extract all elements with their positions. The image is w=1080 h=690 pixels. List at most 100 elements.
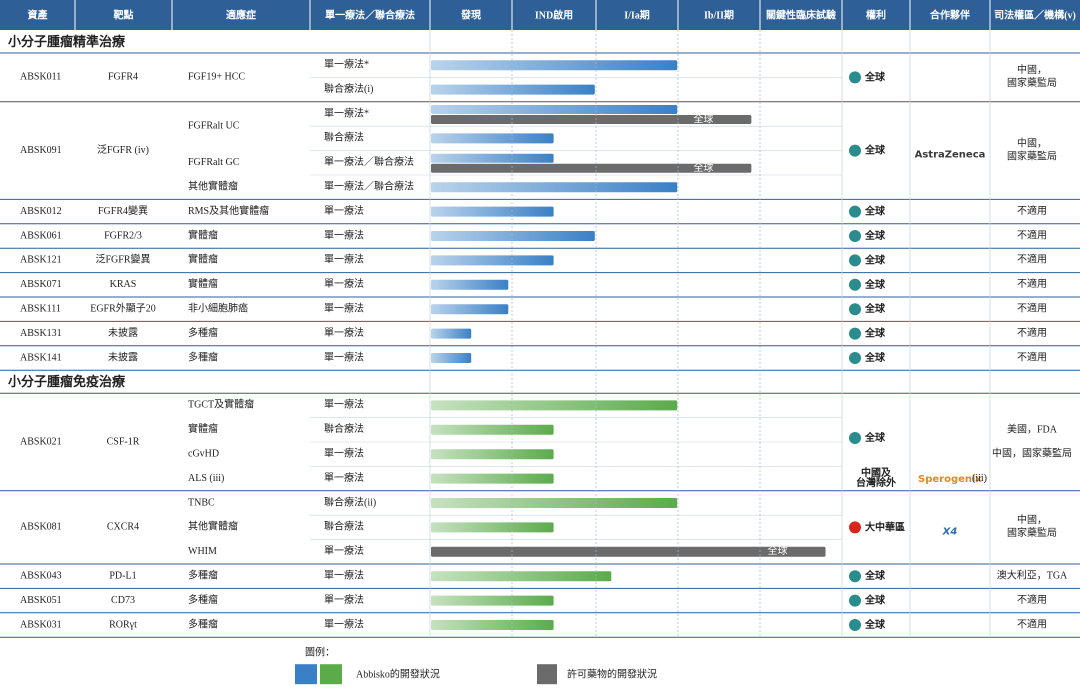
rights-text: 全球	[864, 569, 886, 582]
jurisdiction: 不適用	[1017, 228, 1047, 241]
rights-text: 全球	[864, 144, 886, 157]
indication: TGCT及實體瘤	[188, 398, 254, 411]
indication: 非小細胞肺癌	[188, 301, 248, 314]
header-label: 權利	[866, 8, 886, 21]
jurisdiction: 澳大利亞，TGA	[997, 568, 1068, 581]
indication: 實體瘤	[188, 228, 218, 241]
rights-icon	[849, 594, 861, 607]
therapy: 單一療法	[324, 253, 364, 266]
therapy: 聯合療法	[324, 422, 364, 435]
rights-icon	[849, 254, 861, 267]
therapy: 聯合療法(ii)	[324, 495, 376, 508]
indication: FGFRalt GC	[188, 157, 240, 168]
asset-name: ABSK081	[20, 522, 62, 533]
rights-icon	[849, 303, 861, 316]
jurisdiction: 國家藥監局	[1007, 149, 1057, 162]
header-label: IND啟用	[535, 8, 573, 21]
rights-note: 台灣除外	[856, 476, 896, 489]
therapy: 單一療法	[324, 277, 364, 290]
header-label: 適應症	[226, 8, 256, 21]
legend-swatch	[295, 664, 317, 685]
indication: 實體瘤	[188, 253, 218, 266]
rights-text: 全球	[864, 327, 886, 340]
asset-name: ABSK061	[20, 230, 62, 241]
header-label: Ib/II期	[704, 8, 734, 21]
rights-icon	[849, 432, 861, 444]
indication: FGFRalt UC	[188, 120, 240, 131]
rights-icon	[849, 521, 861, 534]
header-label: I/Ia期	[624, 8, 650, 21]
rights-icon	[849, 327, 861, 340]
jurisdiction: 國家藥監局	[1007, 526, 1057, 539]
header-label: 資產	[28, 8, 48, 21]
progress-bar	[431, 84, 595, 95]
target-name: PD-L1	[109, 570, 136, 581]
asset-name: ABSK111	[20, 303, 61, 314]
indication: 多種瘤	[188, 350, 218, 363]
indication: 實體瘤	[188, 277, 218, 290]
progress-bar	[431, 473, 554, 484]
rights-text: 全球	[864, 302, 886, 315]
indication: FGF19+ HCC	[188, 72, 245, 83]
target-name: 泛FGFR (iv)	[97, 144, 149, 156]
indication: TNBC	[188, 497, 215, 508]
progress-bar	[431, 400, 678, 411]
indication: WHIM	[188, 546, 217, 557]
asset-name: ABSK011	[20, 72, 61, 83]
rights-icon	[849, 619, 861, 631]
jurisdiction: 美國，FDA	[1007, 422, 1058, 435]
progress-bar	[431, 424, 554, 435]
progress-bar	[431, 353, 472, 363]
licensed-label: 全球	[693, 161, 713, 174]
legend-swatch	[320, 664, 342, 685]
rights-text: 全球	[864, 205, 886, 218]
rights-text: 全球	[864, 229, 886, 242]
partner-logo: AstraZeneca	[915, 150, 986, 161]
progress-bar	[431, 571, 612, 582]
header-label: 靶點	[114, 8, 134, 21]
jurisdiction: 中國，	[1017, 63, 1047, 76]
therapy: 單一療法	[324, 350, 364, 363]
rights-icon	[849, 352, 861, 364]
progress-bar	[431, 620, 554, 630]
licensed-bar	[431, 163, 752, 173]
rights-text: 全球	[864, 253, 886, 266]
header-label: 發現	[460, 8, 481, 21]
asset-name: ABSK141	[20, 352, 62, 363]
rights-text: 全球	[864, 278, 886, 291]
jurisdiction: 不適用	[1017, 301, 1047, 314]
progress-bar	[431, 328, 472, 339]
indication: RMS及其他實體瘤	[188, 204, 269, 217]
progress-bar	[431, 255, 554, 266]
progress-bar	[431, 206, 554, 217]
rights-icon	[849, 278, 861, 291]
target-name: FGFR2/3	[104, 230, 142, 241]
therapy: 單一療法	[324, 326, 364, 339]
therapy: 單一療法	[324, 471, 364, 484]
target-name: CSF-1R	[107, 436, 140, 447]
legend-abbisko: Abbisko的開發狀況	[356, 667, 440, 680]
asset-name: ABSK051	[20, 595, 62, 606]
therapy: 單一療法／聯合療法	[324, 179, 414, 192]
jurisdiction: 不適用	[1017, 204, 1047, 217]
asset-name: ABSK021	[20, 436, 62, 447]
rights-icon	[849, 144, 861, 157]
section-title: 小分子腫瘤精準治療	[8, 34, 126, 50]
therapy: 單一療法	[324, 398, 364, 411]
target-name: 泛FGFR變異	[95, 253, 150, 266]
rights-icon	[849, 205, 861, 218]
therapy: 單一療法	[324, 617, 364, 630]
therapy: 單一療法	[324, 544, 364, 557]
partner-logo: X4	[942, 526, 958, 537]
rights-note: 中國及	[861, 466, 892, 479]
jurisdiction: 中國，國家藥監局	[992, 446, 1072, 459]
asset-name: ABSK043	[20, 570, 62, 581]
target-name: 未披露	[108, 326, 138, 339]
progress-bar	[431, 231, 595, 241]
indication: ALS (iii)	[188, 473, 224, 484]
licensed-label: 全球	[693, 112, 713, 125]
rights-text: 大中華區	[865, 520, 905, 533]
jurisdiction: 不適用	[1017, 277, 1047, 290]
therapy: 單一療法	[324, 568, 364, 581]
header-label: 單一療法／聯合療法	[325, 8, 415, 21]
